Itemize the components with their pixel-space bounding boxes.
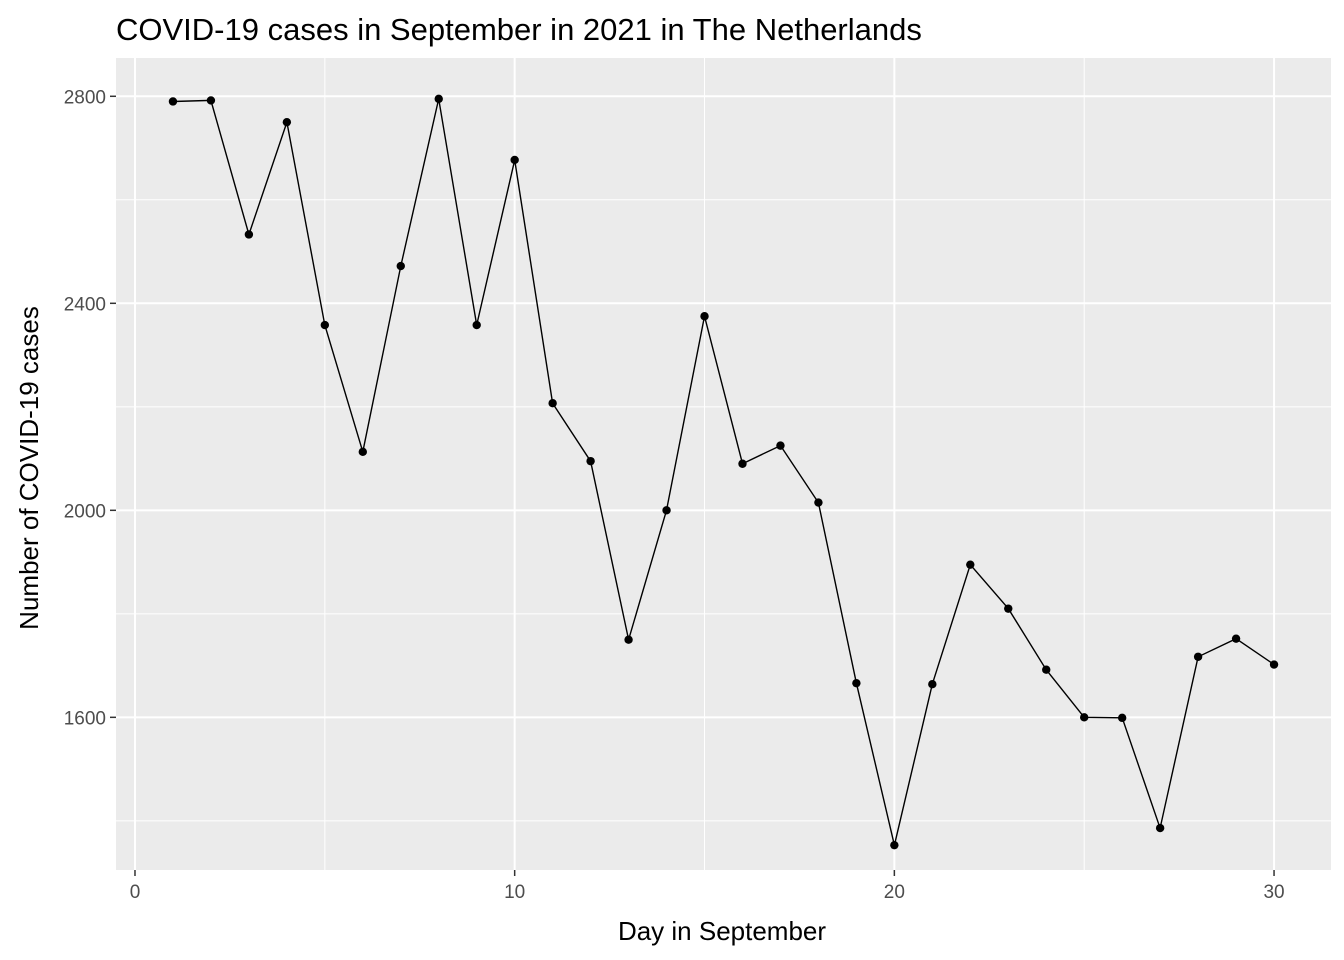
data-point — [320, 320, 330, 330]
x-axis: 0 10 20 30 — [130, 870, 1285, 903]
data-point — [472, 320, 481, 330]
data-point — [1193, 652, 1203, 661]
minor-gridlines — [116, 58, 1331, 870]
data-point — [852, 678, 861, 688]
data-point — [814, 498, 823, 507]
y-axis-title: Number of COVID-19 cases — [14, 306, 44, 630]
data-point — [510, 155, 519, 165]
data-point — [1080, 713, 1089, 722]
data-point — [1117, 713, 1127, 723]
data-point — [586, 456, 595, 466]
data-point — [548, 398, 557, 408]
data-point — [244, 230, 254, 239]
data-point — [1042, 665, 1051, 674]
data-point — [1231, 634, 1241, 643]
x-tick-label: 10 — [504, 882, 525, 903]
x-tick-label: 30 — [1263, 882, 1284, 903]
data-point — [282, 117, 292, 127]
y-axis: 1600 2000 2400 2800 — [64, 87, 116, 729]
data-point — [776, 441, 785, 450]
data-point — [396, 261, 405, 271]
y-tick-label: 2400 — [64, 294, 106, 315]
data-point — [1269, 660, 1279, 669]
data-point — [1155, 823, 1165, 833]
chart-title: COVID-19 cases in September in 2021 in T… — [116, 12, 922, 47]
series-line — [172, 98, 1275, 846]
data-point — [700, 312, 709, 321]
data-point — [168, 97, 178, 106]
y-tick-label: 2000 — [64, 501, 106, 522]
data-point — [890, 840, 899, 850]
data-point — [928, 680, 937, 689]
x-tick-label: 20 — [884, 882, 905, 903]
major-gridlines — [116, 58, 1331, 870]
data-series — [168, 94, 1279, 850]
data-point — [738, 459, 747, 468]
data-point — [1004, 604, 1013, 613]
data-point — [662, 506, 671, 515]
data-point — [206, 96, 216, 105]
data-point — [434, 94, 443, 104]
data-point — [358, 447, 367, 457]
data-point — [966, 560, 975, 569]
data-point — [624, 635, 633, 644]
y-tick-label: 1600 — [64, 708, 106, 729]
x-axis-title: Day in September — [618, 916, 826, 946]
x-tick-label: 0 — [130, 882, 141, 903]
y-tick-label: 2800 — [64, 87, 106, 108]
